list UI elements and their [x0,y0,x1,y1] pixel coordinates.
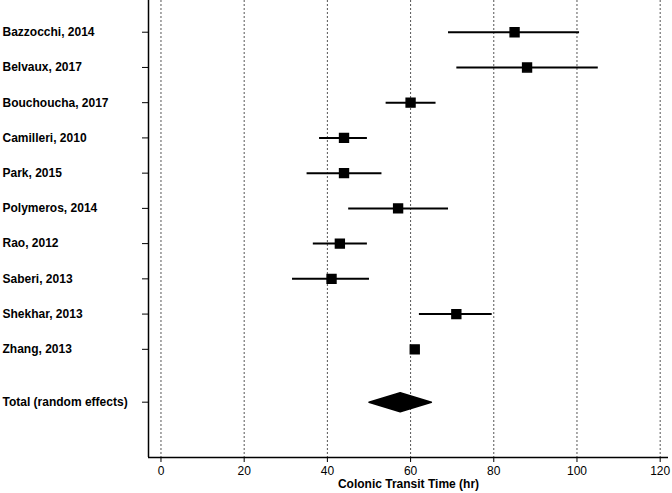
svg-text:Total (random effects): Total (random effects) [3,395,128,409]
svg-text:100: 100 [567,464,587,478]
svg-text:Rao, 2012: Rao, 2012 [3,236,59,250]
svg-text:Zhang, 2013: Zhang, 2013 [3,342,73,356]
svg-text:Colonic Transit Time (hr): Colonic Transit Time (hr) [338,477,479,491]
svg-text:20: 20 [238,464,252,478]
svg-text:Polymeros, 2014: Polymeros, 2014 [3,201,98,215]
svg-text:Park, 2015: Park, 2015 [3,166,63,180]
svg-text:Bouchoucha, 2017: Bouchoucha, 2017 [3,96,109,110]
svg-text:Belvaux, 2017: Belvaux, 2017 [3,60,83,74]
svg-text:120: 120 [650,464,670,478]
svg-text:Bazzocchi, 2014: Bazzocchi, 2014 [3,25,95,39]
svg-text:0: 0 [158,464,165,478]
svg-text:40: 40 [321,464,335,478]
svg-text:Saberi, 2013: Saberi, 2013 [3,272,73,286]
svg-text:Shekhar, 2013: Shekhar, 2013 [3,307,83,321]
svg-text:80: 80 [487,464,501,478]
svg-text:Camilleri, 2010: Camilleri, 2010 [3,131,87,145]
svg-text:60: 60 [403,464,418,478]
